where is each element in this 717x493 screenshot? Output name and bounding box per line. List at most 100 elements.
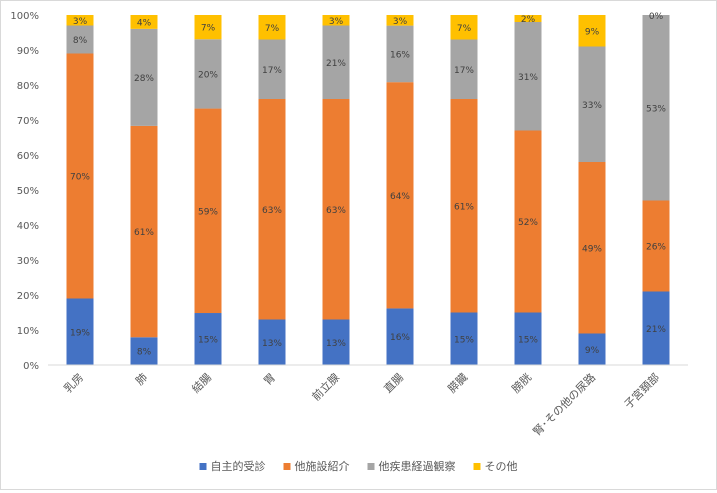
bar-segment: [130, 15, 158, 29]
legend-swatch: [199, 463, 207, 470]
legend-swatch: [283, 463, 291, 470]
y-tick-label: 70%: [17, 116, 39, 127]
data-label: 13%: [262, 339, 282, 349]
x-category-label: 腎･その他の尿路: [531, 371, 599, 439]
legend-label: 自主的受診: [211, 459, 266, 473]
data-label: 17%: [454, 66, 474, 76]
x-category-label: 肺: [133, 371, 150, 388]
x-category-label: 前立腺: [309, 370, 342, 403]
bar-segment: [514, 130, 542, 313]
y-tick-label: 80%: [17, 81, 39, 92]
y-tick-label: 60%: [17, 151, 39, 162]
data-label: 19%: [70, 328, 90, 338]
bar-segment: [450, 39, 478, 99]
bar-segment: [66, 25, 94, 54]
data-label: 61%: [454, 202, 474, 212]
data-label: 61%: [134, 228, 154, 238]
x-category-label: 子宮頚部: [621, 370, 662, 411]
data-label: 9%: [585, 27, 600, 37]
bar-segment: [194, 108, 222, 314]
bar-segment: [514, 22, 542, 131]
y-tick-label: 40%: [17, 221, 39, 232]
data-label: 59%: [198, 207, 218, 217]
data-label: 7%: [265, 24, 280, 34]
bar-segment: [66, 298, 94, 365]
bars: [66, 15, 670, 365]
bar-segment: [258, 39, 286, 99]
data-label: 3%: [393, 17, 408, 27]
bar-segment: [642, 15, 670, 201]
bar-segment: [130, 28, 158, 126]
bar-segment: [450, 312, 478, 365]
bar-segment: [322, 25, 350, 99]
data-label: 20%: [198, 70, 218, 80]
x-category-label: 直腸: [381, 370, 406, 395]
data-label: 21%: [326, 59, 346, 69]
bar-segment: [386, 25, 414, 83]
data-label: 26%: [646, 243, 666, 253]
data-label: 16%: [390, 50, 410, 60]
bar-segment: [258, 99, 286, 320]
bar-segment: [258, 15, 286, 40]
legend: 自主的受診 他施設紹介 他疾患経過観察 その他: [199, 459, 518, 473]
bar-segment: [66, 15, 94, 26]
data-label: 64%: [390, 192, 410, 202]
data-label: 33%: [582, 101, 602, 111]
legend-label: 他疾患経過観察: [379, 459, 456, 473]
bar-segment: [578, 333, 606, 365]
data-label: 9%: [585, 346, 600, 356]
y-tick-label: 0%: [23, 361, 39, 372]
data-label: 3%: [329, 17, 344, 27]
bar-segment: [66, 53, 94, 299]
y-tick-label: 100%: [10, 11, 39, 22]
bar-segment: [450, 99, 478, 313]
data-label: 7%: [201, 24, 216, 34]
y-tick-label: 30%: [17, 256, 39, 267]
x-category-label: 膀胱: [509, 370, 534, 395]
data-label: 63%: [262, 206, 282, 216]
legend-swatch: [473, 463, 481, 470]
data-label: 4%: [137, 18, 152, 28]
data-label: 53%: [646, 104, 666, 114]
data-label: 13%: [326, 339, 346, 349]
bar-segment: [578, 15, 606, 47]
data-label: 15%: [198, 336, 218, 346]
data-label: 52%: [518, 218, 538, 228]
bar-segment: [386, 15, 414, 26]
bar-segment: [642, 291, 670, 365]
x-category-label: 膵臓: [445, 371, 470, 396]
data-label: 21%: [646, 325, 666, 335]
data-labels: 19% 70% 8% 3% 8% 61% 28% 4% 15% 59% 20% 7% 13% 63% 17%…: [70, 12, 666, 358]
bar-segment: [578, 46, 606, 162]
bar-segment: [642, 200, 670, 292]
data-label: 15%: [518, 335, 538, 345]
bar-segment: [130, 337, 158, 365]
legend-label: 他施設紹介: [295, 459, 350, 473]
y-tick-label: 50%: [17, 186, 39, 197]
data-label: 3%: [73, 17, 88, 27]
x-axis-categories: 乳房 肺 結腸 胃 前立腺 直腸 膵臓 膀胱腎･その他の尿路 子宮頚部: [61, 370, 662, 438]
bar-segment: [258, 319, 286, 365]
data-label: 31%: [518, 73, 538, 83]
data-label: 70%: [70, 173, 90, 183]
data-label: 2%: [521, 15, 536, 25]
data-label: 16%: [390, 333, 410, 343]
bar-segment: [322, 15, 350, 26]
data-label: 8%: [73, 36, 88, 46]
y-tick-label: 90%: [17, 46, 39, 57]
data-label: 63%: [326, 206, 346, 216]
bar-segment: [514, 312, 542, 365]
data-label: 8%: [137, 348, 152, 358]
data-label: 17%: [262, 66, 282, 76]
bar-segment: [194, 39, 222, 109]
y-tick-label: 20%: [17, 291, 39, 302]
data-label: 28%: [134, 74, 154, 84]
bar-segment: [386, 308, 414, 365]
data-label: 7%: [457, 24, 472, 34]
bar-segment: [194, 313, 222, 365]
bar-segment: [578, 162, 606, 334]
data-label: 15%: [454, 335, 474, 345]
legend-label: その他: [485, 460, 518, 473]
